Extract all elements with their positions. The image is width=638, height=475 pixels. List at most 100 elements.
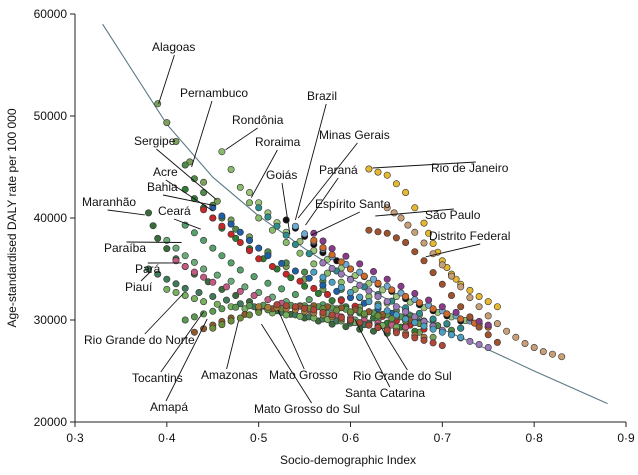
data-point <box>447 331 455 339</box>
data-point <box>397 214 405 222</box>
data-point <box>200 236 208 244</box>
data-point <box>356 268 364 276</box>
data-point <box>301 230 309 238</box>
data-point <box>149 222 157 230</box>
data-point <box>475 340 483 348</box>
data-point <box>145 209 153 217</box>
x-tick-label: 0·6 <box>342 431 360 445</box>
data-point <box>278 259 286 267</box>
y-axis-title: Age-standardised DALY rate per 100 000 <box>5 108 19 327</box>
annotation-label: Brazil <box>307 89 337 103</box>
data-point <box>392 311 400 319</box>
data-point <box>227 230 235 238</box>
data-point <box>190 229 198 237</box>
annotation-label: Pará <box>135 262 161 276</box>
data-point <box>190 268 198 276</box>
annotation-label: Bahia <box>147 180 178 194</box>
annotation-leader <box>372 161 476 169</box>
data-point <box>411 319 419 327</box>
data-point <box>323 269 331 277</box>
data-point <box>287 274 295 282</box>
data-point <box>218 212 226 220</box>
data-point <box>282 270 290 278</box>
annotation-leader <box>305 177 339 226</box>
data-point <box>369 275 377 283</box>
data-point <box>200 310 208 318</box>
data-point <box>420 322 428 330</box>
data-point <box>392 292 400 300</box>
data-point <box>365 165 373 173</box>
data-point <box>466 286 474 294</box>
data-point <box>429 305 437 313</box>
data-point <box>232 303 240 311</box>
data-point <box>383 171 391 179</box>
data-point <box>452 308 460 316</box>
data-point <box>319 244 327 252</box>
data-point <box>282 231 290 239</box>
annotation-leader <box>165 179 214 212</box>
data-point <box>383 298 391 306</box>
data-point <box>296 277 304 285</box>
data-point <box>278 285 286 293</box>
data-point <box>213 271 221 279</box>
annotation-label: São Paulo <box>425 208 481 222</box>
data-point <box>351 272 359 280</box>
data-point <box>388 314 396 322</box>
data-point <box>333 306 341 314</box>
annotation-leader <box>225 127 258 151</box>
data-point <box>163 285 171 293</box>
annotation-label: Acre <box>153 165 178 179</box>
data-point <box>181 161 189 169</box>
data-point <box>402 239 410 247</box>
annotation-leader <box>261 323 312 404</box>
data-point <box>200 206 208 214</box>
data-point <box>415 299 423 307</box>
data-point <box>420 336 428 344</box>
data-point <box>310 306 318 314</box>
data-point <box>512 333 520 341</box>
data-point <box>241 283 249 291</box>
x-tick-label: 0·4 <box>158 431 176 445</box>
data-point <box>466 337 474 345</box>
data-point <box>305 296 313 304</box>
data-point <box>264 279 272 287</box>
data-point <box>484 343 492 351</box>
annotation-leader <box>281 182 291 235</box>
data-point <box>268 262 276 270</box>
data-point <box>374 168 382 176</box>
annotation-leader <box>297 142 358 219</box>
data-point <box>443 310 451 318</box>
annotation-leader <box>160 311 204 373</box>
annotation-label: Amapá <box>150 400 188 414</box>
annotation-label: Minas Gerais <box>319 128 390 142</box>
annotation-leader <box>226 320 239 370</box>
data-point <box>218 321 226 329</box>
data-point <box>301 268 309 276</box>
data-point <box>356 260 364 268</box>
data-point <box>438 261 446 269</box>
annotation-leader <box>425 243 481 258</box>
annotation-leader <box>165 318 208 402</box>
data-point <box>402 315 410 323</box>
data-point <box>392 329 400 337</box>
data-point <box>392 180 400 188</box>
data-point <box>200 178 208 186</box>
data-point <box>383 204 391 212</box>
data-point <box>374 302 382 310</box>
data-point <box>420 219 428 227</box>
data-point <box>291 241 299 249</box>
data-point <box>392 303 400 311</box>
annotation-leader <box>354 319 391 388</box>
annotation-leader <box>191 100 213 168</box>
data-point <box>200 265 208 273</box>
data-point <box>323 290 331 298</box>
annotation-label: Alagoas <box>152 40 195 54</box>
data-point <box>369 327 377 335</box>
data-point <box>383 326 391 334</box>
data-point <box>195 288 203 296</box>
data-point <box>365 298 373 306</box>
data-point <box>246 189 254 197</box>
data-point <box>388 286 396 294</box>
data-point <box>209 324 217 332</box>
data-point <box>493 338 501 346</box>
